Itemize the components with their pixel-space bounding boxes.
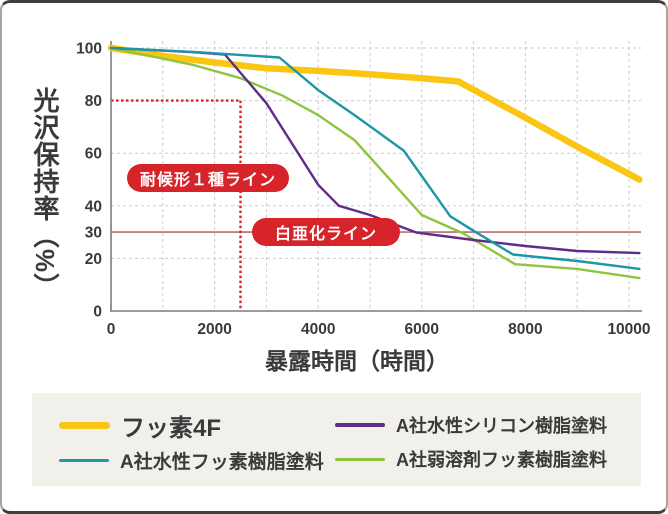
y-tick-label: 0 bbox=[93, 304, 102, 321]
legend bbox=[32, 393, 641, 486]
legend-label-fusso4f: フッ素4F bbox=[121, 415, 222, 442]
x-tick-label: 0 bbox=[107, 321, 116, 338]
legend-label-silicone: A社水性シリコン樹脂塗料 bbox=[396, 416, 607, 436]
x-axis-title: 暴露時間（時間） bbox=[265, 348, 449, 374]
y-axis-title: 光沢保持率（%） bbox=[30, 87, 60, 301]
x-tick-label: 10000 bbox=[607, 321, 650, 338]
x-tick-label: 6000 bbox=[405, 321, 439, 338]
legend-swatch-silicone bbox=[335, 423, 385, 427]
legend-label-waterborne-fluoro: A社水性フッ素樹脂塗料 bbox=[120, 452, 324, 473]
y-tick-label: 20 bbox=[85, 251, 102, 268]
y-tick-label: 30 bbox=[85, 225, 102, 242]
y-tick-label: 80 bbox=[85, 93, 102, 110]
legend-item-waterborne-fluoro: A社水性フッ素樹脂塗料 bbox=[59, 447, 324, 474]
x-tick-label: 2000 bbox=[197, 321, 231, 338]
legend-label-weak-solvent-fluoro: A社弱溶剤フッ素樹脂塗料 bbox=[396, 450, 607, 470]
legend-item-silicone: A社水性シリコン樹脂塗料 bbox=[335, 412, 607, 438]
weather-resistance-type1-badge: 耐候形１種ライン bbox=[127, 164, 289, 192]
chalking-line-badge: 白亜化ライン bbox=[252, 218, 400, 246]
y-tick-label: 40 bbox=[85, 198, 102, 215]
legend-swatch-weak-solvent-fluoro bbox=[335, 457, 385, 461]
legend-item-fusso4f: フッ素4F bbox=[59, 408, 221, 443]
series-line bbox=[109, 46, 641, 271]
series-line bbox=[107, 44, 643, 183]
legend-swatch-waterborne-fluoro bbox=[59, 459, 109, 462]
legend-item-weak-solvent-fluoro: A社弱溶剤フッ素樹脂塗料 bbox=[335, 446, 607, 472]
x-tick-label: 8000 bbox=[508, 321, 542, 338]
legend-swatch-fusso4f bbox=[59, 422, 110, 429]
series-line bbox=[109, 46, 641, 280]
y-tick-label: 60 bbox=[85, 146, 102, 163]
y-tick-label: 100 bbox=[76, 41, 102, 58]
x-tick-label: 4000 bbox=[301, 321, 335, 338]
